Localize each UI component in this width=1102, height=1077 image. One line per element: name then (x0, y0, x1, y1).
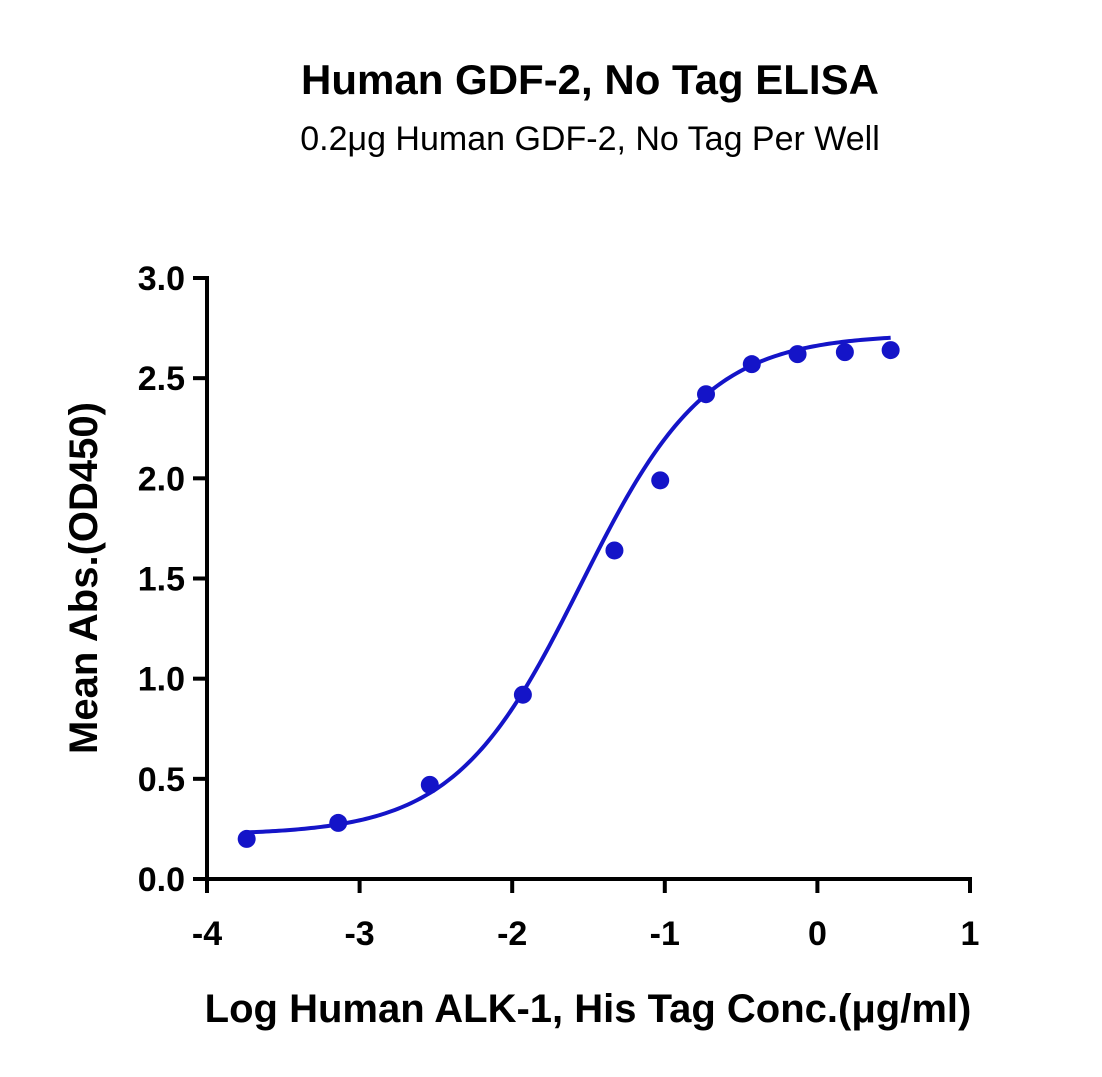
data-point (237, 829, 256, 848)
data-point (605, 541, 624, 560)
data-point (513, 685, 532, 704)
y-tick-label: 1.0 (138, 661, 185, 699)
y-tick-label: 0.5 (138, 761, 185, 799)
y-tick-label: 3.0 (138, 260, 185, 298)
y-tick-label: 2.0 (138, 460, 185, 498)
data-point (881, 341, 900, 360)
fit-curve-layer (246, 335, 891, 835)
y-tick-label: 0.0 (138, 861, 185, 899)
x-axis: -4 -3 -2 -1 0 1 (192, 877, 980, 953)
y-tick-label: 2.5 (138, 360, 185, 398)
y-axis-label: Mean Abs.(OD450) (62, 402, 106, 754)
data-point (651, 471, 670, 490)
y-axis: 0.0 0.5 1.0 1.5 2.0 2.5 3.0 (138, 260, 209, 899)
x-tick-label: -1 (650, 915, 680, 953)
x-tick-label: 0 (808, 915, 827, 953)
data-point (788, 345, 807, 364)
x-axis-label: Log Human ALK-1, His Tag Conc.(μg/ml) (205, 987, 972, 1031)
x-tick-label: -2 (497, 915, 527, 953)
y-tick-label: 1.5 (138, 561, 185, 599)
x-tick-label: -3 (344, 915, 374, 953)
data-point (835, 343, 854, 362)
x-tick-label: -4 (192, 915, 222, 953)
data-point (420, 775, 439, 794)
chart-title: Human GDF-2, No Tag ELISA (301, 56, 879, 103)
chart-subtitle: 0.2μg Human GDF-2, No Tag Per Well (300, 120, 880, 158)
x-tick-label: 1 (961, 915, 980, 953)
fit-curve (246, 335, 891, 835)
data-points-layer (237, 341, 900, 848)
data-point (329, 813, 348, 832)
data-point (742, 355, 761, 374)
data-point (697, 385, 716, 404)
